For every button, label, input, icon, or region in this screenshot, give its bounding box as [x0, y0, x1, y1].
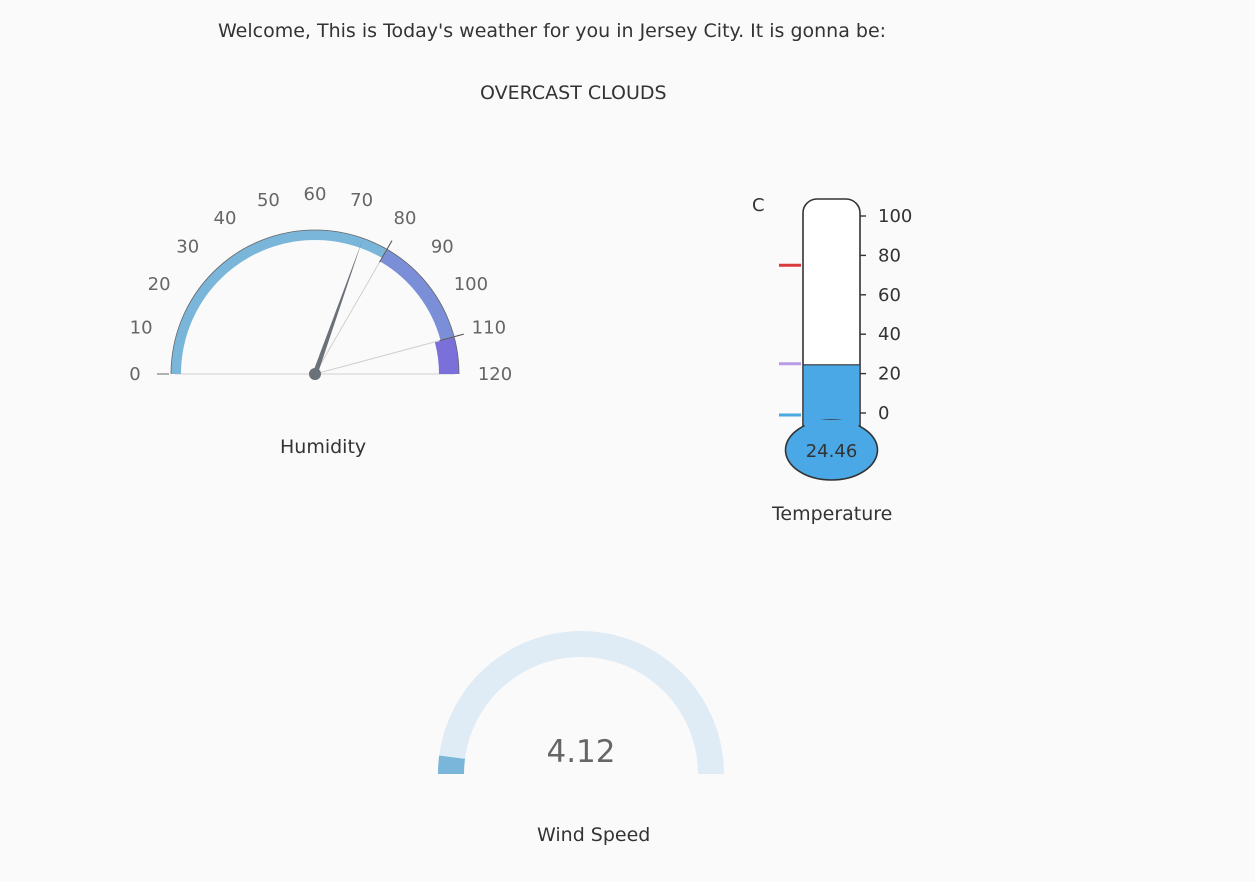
humidity-tick-label: 110 [472, 317, 506, 338]
humidity-tick-label: 100 [454, 274, 488, 295]
thermometer-tick-label: 0 [878, 403, 889, 424]
humidity-tick-label: 60 [304, 184, 327, 205]
temperature-thermometer: 24.46 C 0 20 40 60 80 100 [752, 195, 912, 481]
humidity-label: Humidity [280, 436, 367, 458]
humidity-tick-label: 90 [431, 237, 454, 258]
humidity-tick-label: 120 [478, 364, 512, 385]
thermometer-tick-label: 60 [878, 285, 901, 306]
humidity-band-1 [380, 249, 455, 341]
humidity-rim [170, 229, 460, 375]
humidity-needle-hub [309, 368, 321, 380]
weather-condition: OVERCAST CLOUDS [480, 82, 667, 104]
thermometer-value-label: 24.46 [806, 441, 858, 462]
humidity-tick-label: 0 [129, 364, 140, 385]
thermometer-tick-label: 100 [878, 206, 912, 227]
wind-speed-gauge: 4.12 [438, 631, 724, 774]
humidity-needle [312, 240, 363, 375]
temperature-label: Temperature [772, 503, 893, 525]
humidity-tick-label: 30 [176, 237, 199, 258]
humidity-tick-label: 70 [350, 190, 373, 211]
wind-speed-fill [438, 755, 465, 774]
humidity-boundary-line [314, 333, 464, 375]
thermometer-mercury [804, 364, 859, 428]
humidity-tick-label: 20 [148, 274, 171, 295]
humidity-tick-label: 50 [257, 190, 280, 211]
humidity-tick-label: 10 [130, 317, 153, 338]
thermometer-unit: C [752, 195, 765, 216]
welcome-text: Welcome, This is Today's weather for you… [218, 20, 887, 42]
wind-speed-value: 4.12 [546, 734, 615, 770]
thermometer-neck [804, 420, 859, 436]
humidity-boundary-tick [439, 333, 464, 342]
wind-speed-track [438, 631, 724, 774]
humidity-tick-label: 40 [214, 208, 237, 229]
humidity-band-0 [171, 230, 387, 374]
wind-speed-label: Wind Speed [537, 824, 651, 846]
thermometer-tick-label: 80 [878, 245, 901, 266]
humidity-tick-label: 80 [394, 208, 417, 229]
humidity-boundary-line [314, 240, 393, 375]
humidity-band-2 [434, 336, 459, 374]
humidity-boundary-tick [379, 240, 393, 263]
thermometer-tick-label: 40 [878, 324, 901, 345]
thermometer-tick-label: 20 [878, 364, 901, 385]
